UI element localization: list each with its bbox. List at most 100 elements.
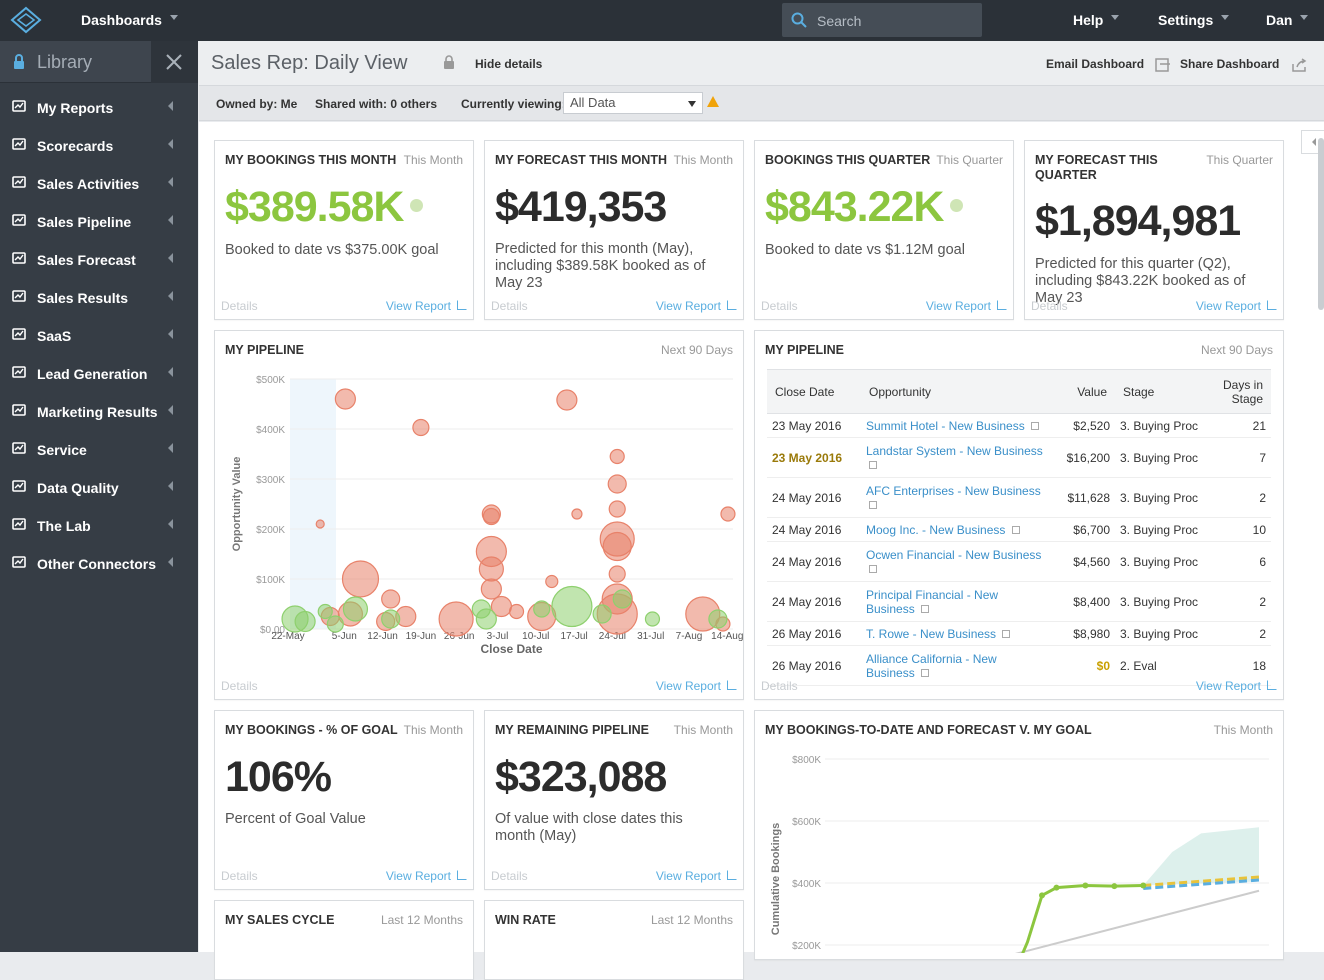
opportunity-link[interactable]: T. Rowe - New Business xyxy=(866,626,997,641)
hide-details-button[interactable]: Hide details xyxy=(475,57,543,71)
info-icon[interactable] xyxy=(949,199,963,213)
checklist-icon xyxy=(12,480,26,492)
view-report-link[interactable]: View Report xyxy=(655,299,721,313)
external-link-icon[interactable] xyxy=(1002,629,1011,638)
opportunity-link[interactable]: Moog Inc. - New Business xyxy=(866,522,1006,537)
external-link-icon[interactable] xyxy=(1031,421,1040,430)
scrollbar[interactable] xyxy=(1318,138,1324,310)
view-report-link[interactable]: View Report xyxy=(655,679,721,693)
external-link-icon[interactable] xyxy=(921,604,930,613)
details-link[interactable]: Details xyxy=(221,869,258,883)
sidebar-item-the-lab[interactable]: The Lab xyxy=(0,505,198,543)
chevron-left-icon xyxy=(168,253,173,263)
cell-opportunity[interactable]: Moog Inc. - New Business xyxy=(861,517,1053,542)
opportunity-link[interactable]: Summit Hotel - New Business xyxy=(866,418,1025,433)
details-link[interactable]: Details xyxy=(1031,299,1068,313)
sidebar-item-saas[interactable]: SaaS xyxy=(0,315,198,353)
external-link-icon[interactable] xyxy=(869,460,877,469)
app-logo-icon[interactable] xyxy=(10,6,42,34)
external-link-icon[interactable] xyxy=(1011,525,1020,534)
table-row[interactable]: 23 May 2016 Landstar System - New Busines… xyxy=(767,437,1271,478)
info-icon[interactable] xyxy=(409,199,423,213)
settings-menu[interactable]: Settings xyxy=(1158,12,1230,28)
opportunity-link[interactable]: Landstar System - New Business xyxy=(866,443,1043,458)
opportunity-link[interactable]: Principal Financial - New Business xyxy=(866,587,999,616)
view-report-link[interactable]: View Report xyxy=(925,299,991,313)
table-row[interactable]: 23 May 2016 Summit Hotel - New Business $… xyxy=(767,413,1271,438)
sidebar-item-my-reports[interactable]: My Reports xyxy=(0,87,198,125)
chevron-left-icon xyxy=(168,405,173,415)
sidebar-item-label: Sales Results xyxy=(37,290,129,306)
table-row[interactable]: 26 May 2016 T. Rowe - New Business $8,980… xyxy=(767,621,1271,646)
details-link[interactable]: Details xyxy=(761,679,798,693)
table-row[interactable]: 24 May 2016 Ocwen Financial - New Busines… xyxy=(767,541,1271,582)
user-menu[interactable]: Dan xyxy=(1266,12,1309,28)
card-period: This Quarter xyxy=(936,153,1003,167)
sidebar-item-lead-generation[interactable]: Lead Generation xyxy=(0,353,198,391)
details-link[interactable]: Details xyxy=(491,299,528,313)
column-header-days-in-stage[interactable]: Days in Stage xyxy=(1207,369,1271,414)
external-link-icon[interactable] xyxy=(457,300,467,310)
table-row[interactable]: 24 May 2016 Moog Inc. - New Business $6,7… xyxy=(767,517,1271,542)
column-header-value[interactable]: Value xyxy=(1053,369,1115,414)
lock-icon[interactable] xyxy=(443,55,455,70)
cell-opportunity[interactable]: Summit Hotel - New Business xyxy=(861,413,1053,438)
external-link-icon[interactable] xyxy=(921,668,930,677)
view-report-link[interactable]: View Report xyxy=(655,869,721,883)
opportunity-link[interactable]: AFC Enterprises - New Business xyxy=(866,483,1041,498)
sidebar-item-sales-activities[interactable]: Sales Activities xyxy=(0,163,198,201)
column-header-close-date[interactable]: Close Date xyxy=(767,369,861,414)
details-link[interactable]: Details xyxy=(761,299,798,313)
external-link-icon[interactable] xyxy=(1267,680,1277,690)
external-link-icon[interactable] xyxy=(727,300,737,310)
sidebar-item-other-connectors[interactable]: Other Connectors xyxy=(0,543,198,581)
card-title-line1: My Forecast This xyxy=(1035,153,1158,167)
column-header-opportunity[interactable]: Opportunity xyxy=(861,369,1053,414)
email-dashboard-button[interactable]: Email Dashboard xyxy=(1046,57,1171,72)
data-point xyxy=(508,603,525,620)
opportunity-link[interactable]: Alliance California - New Business xyxy=(866,651,997,680)
help-menu[interactable]: Help xyxy=(1073,12,1120,28)
external-link-icon[interactable] xyxy=(869,500,877,509)
cell-opportunity[interactable]: Alliance California - New Business xyxy=(861,645,1053,686)
details-link[interactable]: Details xyxy=(221,679,258,693)
search-input[interactable]: Search xyxy=(782,3,982,37)
external-link-icon[interactable] xyxy=(457,870,467,880)
cell-opportunity[interactable]: T. Rowe - New Business xyxy=(861,621,1053,646)
share-dashboard-button[interactable]: Share Dashboard xyxy=(1180,57,1307,72)
sidebar-item-sales-forecast[interactable]: Sales Forecast xyxy=(0,239,198,277)
external-link-icon[interactable] xyxy=(727,870,737,880)
opportunity-link[interactable]: Ocwen Financial - New Business xyxy=(866,547,1042,562)
view-report-link[interactable]: View Report xyxy=(1195,299,1261,313)
external-link-icon[interactable] xyxy=(869,564,877,573)
view-report-link[interactable]: View Report xyxy=(385,299,451,313)
external-link-icon[interactable] xyxy=(997,300,1007,310)
cell-value: $8,980 xyxy=(1053,621,1115,646)
sidebar-item-data-quality[interactable]: Data Quality xyxy=(0,467,198,505)
viewing-select[interactable]: All Data xyxy=(563,92,703,114)
cell-opportunity[interactable]: AFC Enterprises - New Business xyxy=(861,477,1053,518)
cell-opportunity[interactable]: Landstar System - New Business xyxy=(861,437,1053,478)
view-report-link[interactable]: View Report xyxy=(1195,679,1261,693)
table-row[interactable]: 24 May 2016 Principal Financial - New Bus… xyxy=(767,581,1271,622)
external-link-icon[interactable] xyxy=(727,680,737,690)
sidebar-item-sales-pipeline[interactable]: Sales Pipeline xyxy=(0,201,198,239)
details-link[interactable]: Details xyxy=(491,869,528,883)
sidebar-item-sales-results[interactable]: Sales Results xyxy=(0,277,198,315)
table-row[interactable]: 24 May 2016 AFC Enterprises - New Busines… xyxy=(767,477,1271,518)
sidebar-item-marketing-results[interactable]: Marketing Results xyxy=(0,391,198,429)
details-link[interactable]: Details xyxy=(221,299,258,313)
close-sidebar-button[interactable] xyxy=(151,41,198,83)
sidebar-item-service[interactable]: Service xyxy=(0,429,198,467)
x-tick-label: 31-Jul xyxy=(637,631,664,642)
data-point xyxy=(612,589,632,609)
data-point xyxy=(342,596,369,622)
sidebar-item-scorecards[interactable]: Scorecards xyxy=(0,125,198,163)
dashboards-menu[interactable]: Dashboards xyxy=(81,12,178,28)
column-header-stage[interactable]: Stage xyxy=(1115,369,1207,414)
table-row[interactable]: 26 May 2016 Alliance California - New Bus… xyxy=(767,645,1271,686)
view-report-link[interactable]: View Report xyxy=(385,869,451,883)
external-link-icon[interactable] xyxy=(1267,300,1277,310)
cell-opportunity[interactable]: Principal Financial - New Business xyxy=(861,581,1053,622)
cell-opportunity[interactable]: Ocwen Financial - New Business xyxy=(861,541,1053,582)
